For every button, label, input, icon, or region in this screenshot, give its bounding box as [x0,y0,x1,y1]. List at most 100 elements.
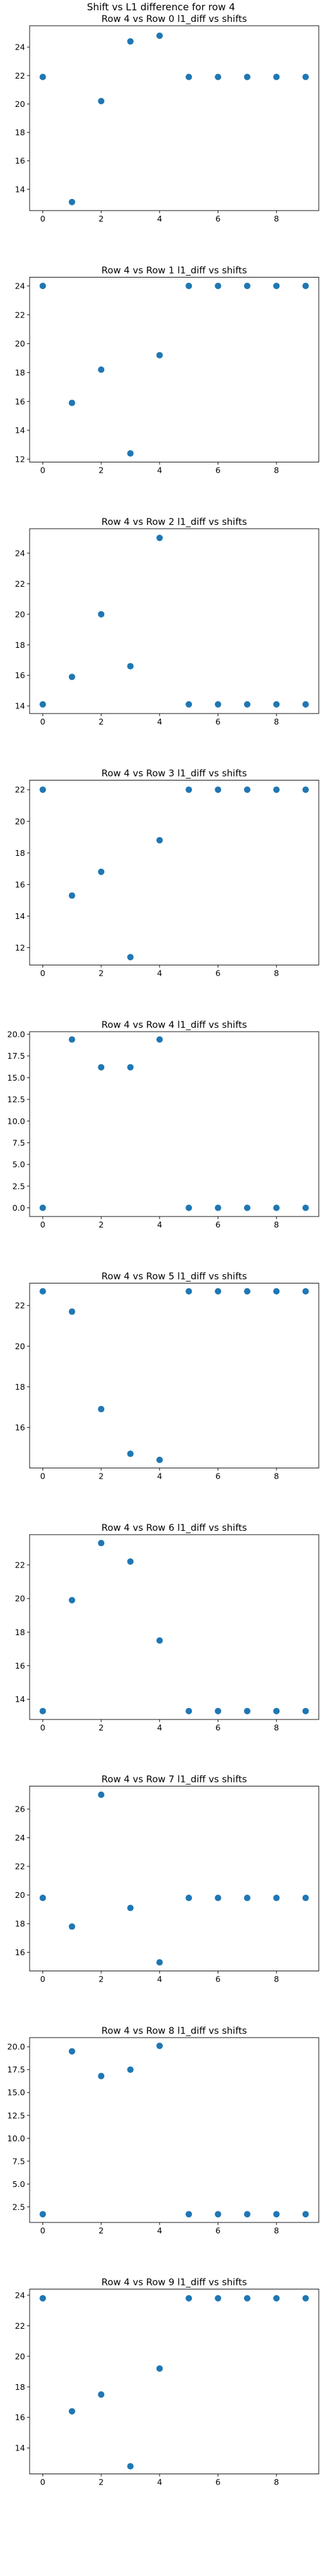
data-point [214,282,222,289]
data-point [302,2211,309,2218]
data-point [127,2463,134,2470]
data-point [127,450,134,457]
data-point [214,1288,222,1295]
x-tick-label: 0 [40,1220,45,1229]
y-tick-label: 24 [15,1833,25,1842]
data-point [273,1204,280,1211]
data-point [127,1558,134,1565]
data-point [273,1895,280,1902]
data-point [156,1036,163,1043]
y-tick-label: 10.0 [7,1116,25,1126]
y-tick-label: 14 [15,1694,25,1704]
data-point [243,1895,251,1902]
x-tick-label: 4 [157,2477,162,2487]
plot-frame [29,277,319,462]
data-point [185,1895,193,1902]
data-point [156,1456,163,1463]
x-tick-label: 0 [40,2226,45,2235]
data-point [98,1064,105,1071]
data-point [243,2211,251,2218]
data-point [273,2211,280,2218]
y-tick-label: 16 [15,156,25,166]
y-tick-label: 16 [15,880,25,889]
y-tick-label: 14 [15,701,25,711]
data-point [214,2211,222,2218]
subplot-7: Row 4 vs Row 7 l1_diff vs shifts16182022… [15,1775,319,1984]
plot-frame [29,2037,319,2223]
data-point [68,2408,75,2415]
data-point [302,2295,309,2302]
x-tick-label: 8 [274,1220,279,1229]
x-tick-label: 8 [274,214,279,223]
data-point [185,786,193,793]
x-tick-label: 8 [274,466,279,475]
y-tick-label: 20 [15,817,25,826]
y-tick-label: 12 [15,455,25,464]
y-tick-label: 12 [15,943,25,952]
y-tick-label: 18 [15,1627,25,1637]
y-tick-label: 15.0 [7,2088,25,2098]
data-point [243,701,251,708]
data-point [68,1036,75,1043]
x-tick-label: 6 [216,1723,221,1732]
x-tick-label: 2 [99,2477,104,2487]
x-tick-label: 0 [40,717,45,726]
x-tick-label: 4 [157,717,162,726]
x-tick-label: 6 [216,214,221,223]
y-tick-label: 20 [15,1594,25,1604]
subplot-title: Row 4 vs Row 9 l1_diff vs shifts [102,2278,247,2288]
data-point [302,1707,309,1714]
x-tick-label: 4 [157,1975,162,1984]
x-tick-label: 4 [157,2226,162,2235]
data-point [273,2295,280,2302]
x-tick-label: 0 [40,969,45,978]
y-tick-label: 18 [15,2382,25,2392]
x-tick-label: 8 [274,717,279,726]
data-point [185,73,193,80]
x-tick-label: 2 [99,717,104,726]
x-tick-label: 2 [99,1723,104,1732]
x-tick-label: 6 [216,466,221,475]
data-point [302,701,309,708]
data-point [243,2295,251,2302]
data-point [156,1959,163,1966]
x-tick-label: 2 [99,466,104,475]
y-tick-label: 22 [15,785,25,795]
y-tick-label: 7.5 [12,2156,25,2166]
x-tick-label: 6 [216,2226,221,2235]
data-point [214,1895,222,1902]
subplot-title: Row 4 vs Row 8 l1_diff vs shifts [102,2026,247,2036]
y-tick-label: 20 [15,1890,25,1900]
data-point [39,1707,46,1714]
subplot-title: Row 4 vs Row 3 l1_diff vs shifts [102,769,247,779]
x-tick-label: 2 [99,1975,104,1984]
subplot-9: Row 4 vs Row 9 l1_diff vs shifts14161820… [15,2278,319,2487]
plot-frame [29,1031,319,1217]
y-tick-label: 24 [15,2290,25,2300]
data-point [39,282,46,289]
data-point [68,1923,75,1930]
y-tick-label: 17.5 [7,2065,25,2074]
x-tick-label: 8 [274,2226,279,2235]
x-tick-label: 6 [216,717,221,726]
y-tick-label: 20 [15,1341,25,1351]
data-point [273,73,280,80]
data-point [39,1288,46,1295]
y-tick-label: 26 [15,1804,25,1814]
data-point [243,786,251,793]
y-tick-label: 5.0 [12,1160,25,1170]
y-tick-label: 18 [15,848,25,858]
subplot-5: Row 4 vs Row 5 l1_diff vs shifts16182022… [15,1272,319,1481]
y-tick-label: 16 [15,1423,25,1432]
data-point [98,366,105,373]
plot-frame [29,1786,319,1971]
x-tick-label: 4 [157,969,162,978]
y-tick-label: 2.5 [12,1181,25,1191]
y-tick-label: 20.0 [7,1030,25,1039]
subplot-title: Row 4 vs Row 2 l1_diff vs shifts [102,517,247,527]
x-tick-label: 2 [99,214,104,223]
y-tick-label: 0.0 [12,1203,25,1213]
x-tick-label: 8 [274,1472,279,1481]
y-tick-label: 20 [15,99,25,109]
